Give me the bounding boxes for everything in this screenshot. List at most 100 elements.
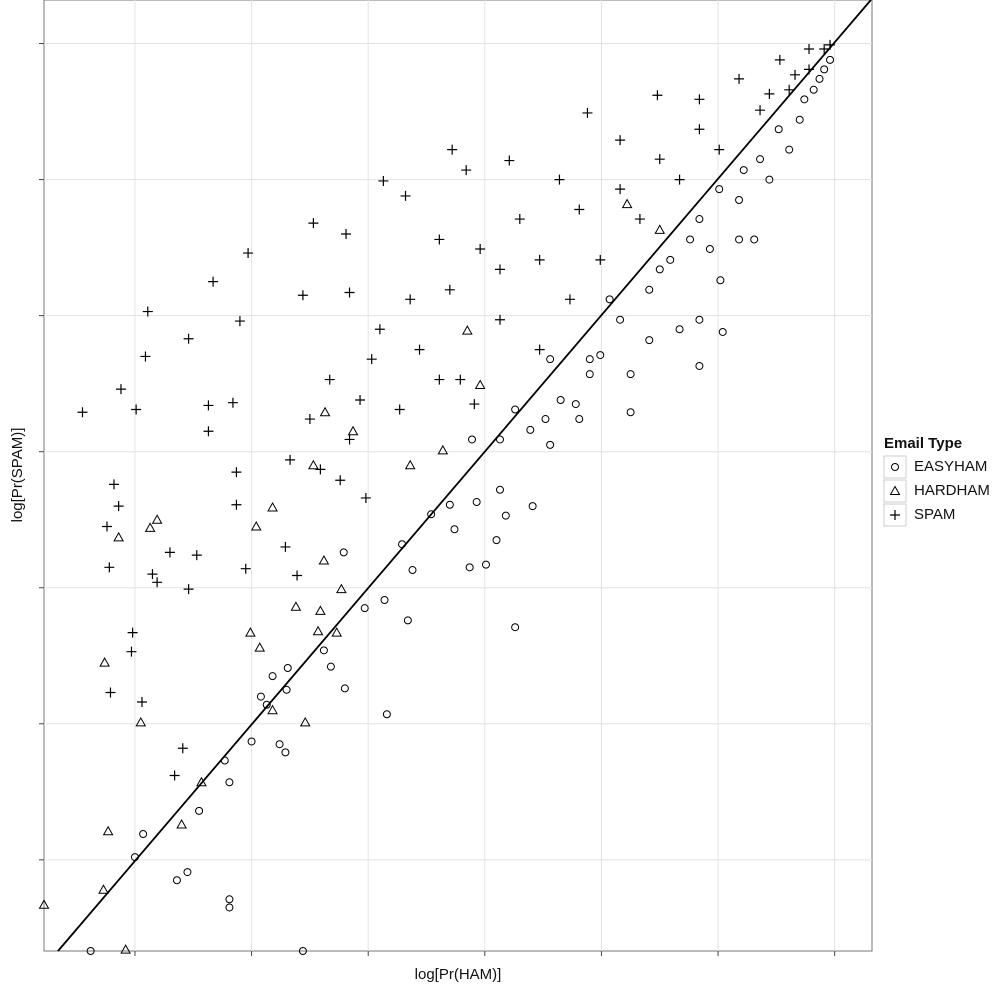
point [716, 276, 725, 285]
legend-symbol [889, 485, 901, 495]
point [324, 374, 335, 385]
legend-title: Email Type [884, 435, 962, 452]
point [765, 175, 774, 184]
point [546, 355, 555, 364]
point [290, 601, 302, 611]
point [615, 135, 626, 146]
point [504, 155, 515, 166]
point [152, 577, 163, 588]
point [234, 316, 245, 327]
point [339, 548, 348, 557]
point [113, 531, 124, 542]
point [621, 198, 633, 209]
point [86, 947, 95, 955]
point [645, 336, 654, 345]
plot-area [43, 0, 873, 952]
point [820, 65, 829, 74]
point [403, 616, 412, 625]
point [344, 287, 355, 298]
point [347, 425, 359, 436]
point [147, 569, 158, 580]
point [281, 748, 290, 757]
point [514, 214, 525, 225]
point [804, 43, 815, 54]
point [262, 700, 271, 709]
point [183, 333, 194, 344]
point [494, 264, 505, 275]
point [176, 818, 187, 829]
point [126, 646, 137, 657]
point [299, 716, 311, 727]
point [785, 145, 794, 154]
point [582, 107, 593, 118]
point [382, 710, 391, 719]
point [408, 566, 417, 575]
point [335, 475, 346, 486]
point [105, 687, 116, 698]
legend-symbol [890, 510, 900, 520]
point [461, 165, 472, 176]
point [140, 351, 151, 362]
point [98, 884, 109, 894]
point [319, 406, 331, 417]
point [135, 716, 147, 727]
point [461, 325, 473, 335]
point [101, 521, 112, 532]
point [183, 868, 192, 877]
point [756, 155, 765, 164]
point [434, 374, 445, 385]
point [511, 405, 520, 414]
point [626, 370, 635, 379]
point [784, 84, 795, 95]
point [494, 314, 505, 325]
point [666, 255, 675, 264]
point [447, 144, 458, 155]
point [616, 315, 625, 324]
point [445, 500, 454, 509]
point [585, 355, 594, 364]
point [694, 124, 705, 135]
point [455, 374, 466, 385]
point [774, 125, 783, 134]
point [450, 525, 459, 534]
point [655, 265, 664, 274]
point [815, 74, 824, 83]
point [280, 541, 291, 552]
point [282, 685, 291, 694]
point [319, 646, 328, 655]
point [308, 459, 319, 470]
point [394, 404, 405, 415]
point [203, 400, 214, 411]
point [715, 185, 724, 194]
point [177, 743, 188, 754]
point [172, 876, 181, 885]
point [694, 94, 705, 105]
point [256, 692, 265, 701]
point [360, 492, 371, 503]
point [826, 55, 835, 64]
point [534, 254, 545, 265]
point [686, 235, 695, 244]
point [626, 408, 635, 417]
point [245, 627, 256, 637]
point [526, 425, 535, 434]
point [336, 583, 347, 594]
point [574, 204, 585, 215]
point [312, 625, 324, 636]
legend-key [883, 479, 907, 503]
point [714, 144, 725, 155]
point [467, 435, 476, 444]
point [800, 95, 809, 104]
point [99, 657, 110, 667]
point [203, 426, 214, 437]
point [115, 384, 126, 395]
point [615, 184, 626, 195]
point [38, 899, 50, 909]
point [495, 435, 504, 444]
point [511, 623, 520, 632]
point [465, 563, 474, 572]
point [250, 520, 262, 531]
point [225, 778, 234, 787]
point [315, 605, 326, 615]
point [380, 595, 389, 604]
